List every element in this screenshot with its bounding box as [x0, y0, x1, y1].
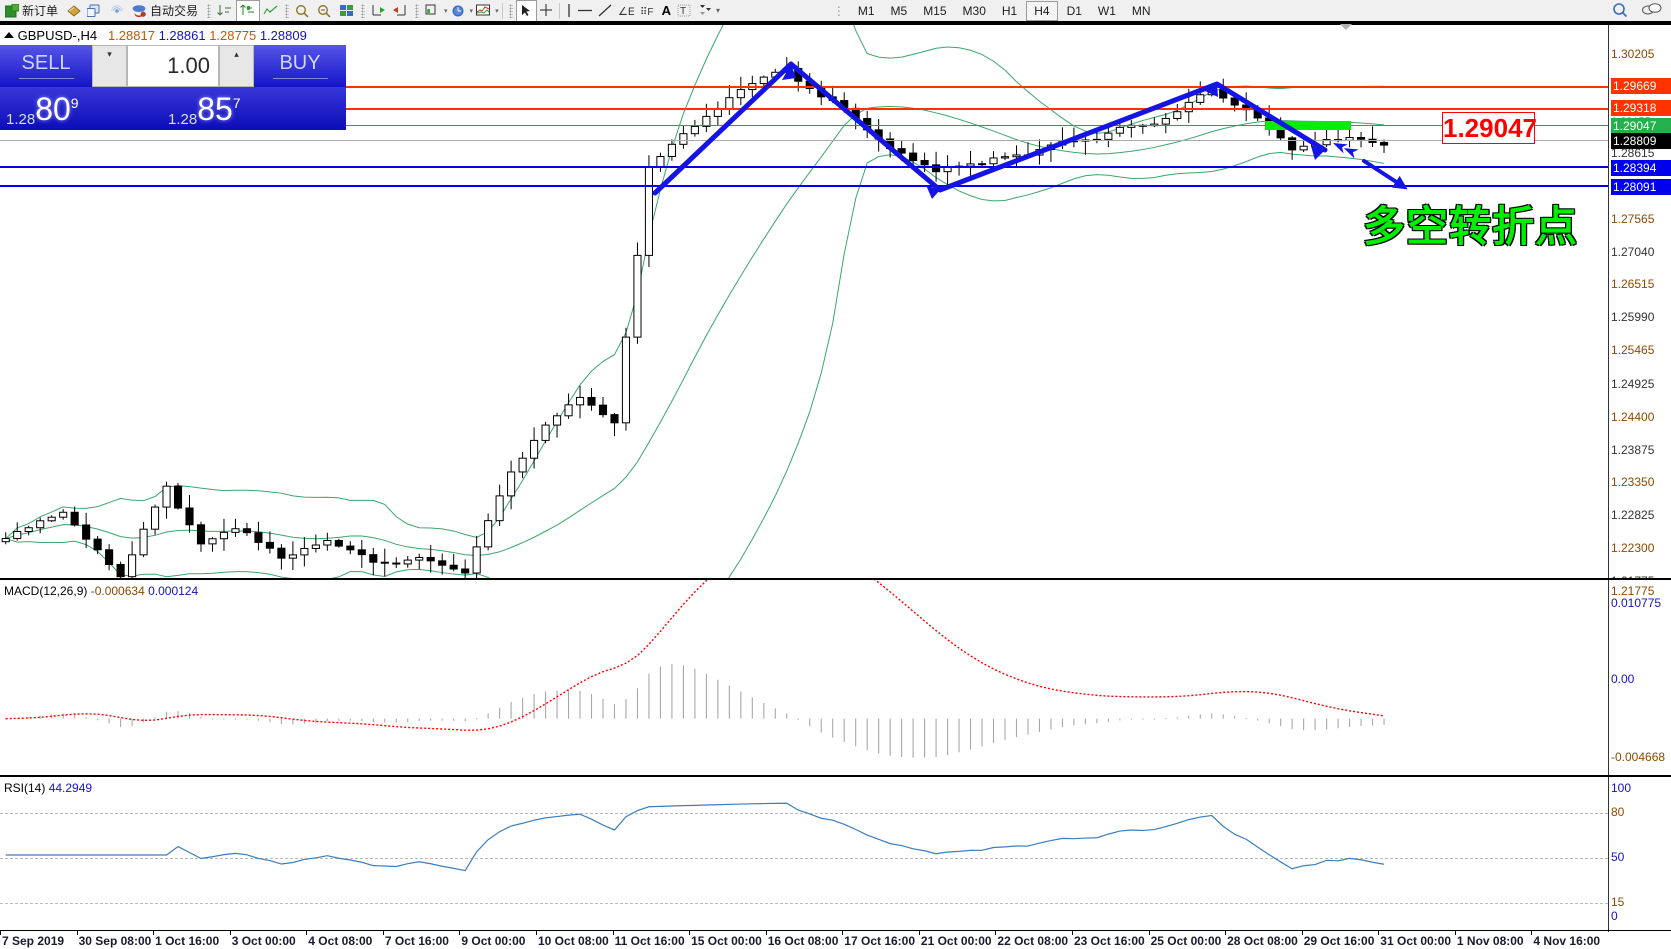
svg-text:∠E: ∠E: [618, 6, 634, 18]
svg-text:⠿F: ⠿F: [640, 7, 653, 18]
svg-text:T: T: [680, 6, 686, 17]
